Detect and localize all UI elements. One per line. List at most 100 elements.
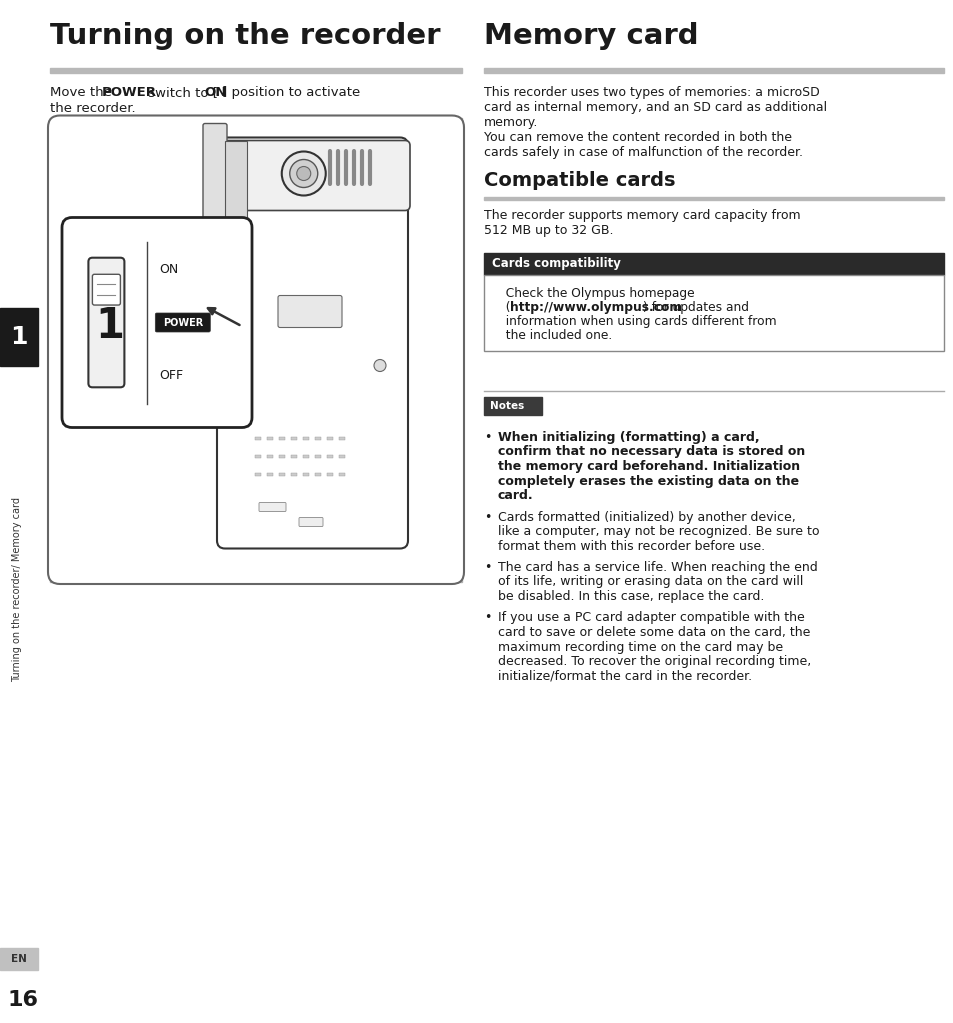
Text: be disabled. In this case, replace the card.: be disabled. In this case, replace the c… [497, 590, 763, 603]
Text: POWER: POWER [102, 86, 157, 99]
Bar [483, 275, 943, 351]
Text: the memory card beforehand. Initialization: the memory card beforehand. Initializati… [497, 460, 800, 473]
Bar [254, 437, 261, 440]
Text: maximum recording time on the card may be: maximum recording time on the card may b… [497, 640, 782, 654]
Text: POWER: POWER [163, 317, 203, 327]
Bar [267, 437, 273, 440]
FancyBboxPatch shape [258, 502, 286, 512]
Text: OFF: OFF [158, 369, 183, 383]
Text: If you use a PC card adapter compatible with the: If you use a PC card adapter compatible … [497, 612, 804, 624]
Text: card to save or delete some data on the card, the: card to save or delete some data on the … [497, 626, 809, 639]
FancyBboxPatch shape [89, 258, 124, 388]
Text: of its life, writing or erasing data on the card will: of its life, writing or erasing data on … [497, 576, 802, 588]
Bar [303, 473, 309, 476]
FancyBboxPatch shape [298, 518, 323, 527]
Text: like a computer, may not be recognized. Be sure to: like a computer, may not be recognized. … [497, 525, 819, 538]
FancyBboxPatch shape [203, 124, 227, 248]
Bar [483, 197, 943, 201]
Bar [0, 948, 38, 970]
Circle shape [290, 160, 317, 187]
Text: EN: EN [11, 954, 27, 964]
FancyBboxPatch shape [155, 313, 210, 332]
Text: ON: ON [158, 263, 178, 276]
Text: memory.: memory. [483, 116, 537, 129]
Text: Turning on the recorder: Turning on the recorder [50, 23, 440, 50]
Circle shape [281, 151, 325, 195]
Text: Memory card: Memory card [483, 23, 698, 50]
Text: Turning on the recorder/ Memory card: Turning on the recorder/ Memory card [12, 497, 22, 682]
Text: information when using cards different from: information when using cards different f… [497, 315, 776, 328]
Bar [254, 473, 261, 476]
Bar [267, 454, 273, 457]
Text: ) for updates and: ) for updates and [642, 301, 748, 314]
Bar [483, 253, 943, 275]
Text: decreased. To recover the original recording time,: decreased. To recover the original recor… [497, 655, 810, 668]
Bar [0, 308, 38, 366]
Bar [278, 437, 285, 440]
Text: the included one.: the included one. [497, 329, 612, 342]
Text: card as internal memory, and an SD card as additional: card as internal memory, and an SD card … [483, 101, 826, 114]
Text: 1: 1 [10, 325, 28, 349]
Bar [338, 437, 345, 440]
Bar [327, 437, 333, 440]
Text: •: • [483, 431, 491, 444]
Text: (: ( [497, 301, 510, 314]
Text: This recorder uses two types of memories: a microSD: This recorder uses two types of memories… [483, 86, 819, 99]
Text: ] position to activate: ] position to activate [222, 86, 360, 99]
FancyBboxPatch shape [216, 137, 408, 548]
Text: 16: 16 [8, 990, 39, 1010]
Text: ON: ON [204, 86, 226, 99]
FancyBboxPatch shape [62, 218, 252, 428]
Bar [338, 454, 345, 457]
Text: Check the Olympus homepage: Check the Olympus homepage [497, 287, 694, 300]
Text: the recorder.: the recorder. [50, 101, 135, 115]
Text: Cards compatibility: Cards compatibility [492, 258, 620, 270]
Bar [50, 68, 461, 73]
Bar [314, 473, 320, 476]
Text: switch to [: switch to [ [144, 86, 218, 99]
Circle shape [296, 167, 311, 180]
Text: Compatible cards: Compatible cards [483, 171, 675, 190]
Text: card.: card. [497, 489, 533, 502]
Bar [303, 454, 309, 457]
Text: http://www.olympus.com: http://www.olympus.com [510, 301, 681, 314]
Text: The recorder supports memory card capacity from: The recorder supports memory card capaci… [483, 209, 800, 222]
FancyBboxPatch shape [229, 297, 245, 311]
Bar [291, 454, 296, 457]
Bar [338, 473, 345, 476]
Bar [291, 437, 296, 440]
Bar [327, 473, 333, 476]
Text: •: • [483, 510, 491, 524]
Text: cards safely in case of malfunction of the recorder.: cards safely in case of malfunction of t… [483, 146, 802, 159]
Text: format them with this recorder before use.: format them with this recorder before us… [497, 539, 764, 552]
Circle shape [374, 359, 386, 371]
FancyBboxPatch shape [229, 274, 245, 293]
Text: When initializing (formatting) a card,: When initializing (formatting) a card, [497, 431, 759, 444]
Text: You can remove the content recorded in both the: You can remove the content recorded in b… [483, 131, 791, 144]
FancyBboxPatch shape [277, 296, 341, 327]
FancyBboxPatch shape [48, 116, 463, 584]
Text: confirm that no necessary data is stored on: confirm that no necessary data is stored… [497, 445, 804, 458]
Bar [483, 68, 943, 73]
Text: initialize/format the card in the recorder.: initialize/format the card in the record… [497, 669, 751, 682]
Text: 1: 1 [94, 305, 124, 347]
Text: completely erases the existing data on the: completely erases the existing data on t… [497, 475, 799, 488]
Text: •: • [483, 612, 491, 624]
Text: The card has a service life. When reaching the end: The card has a service life. When reachi… [497, 561, 817, 574]
Text: Notes: Notes [490, 401, 524, 411]
FancyBboxPatch shape [214, 140, 410, 211]
Bar [327, 454, 333, 457]
Bar [254, 454, 261, 457]
Bar [267, 473, 273, 476]
Bar [483, 397, 541, 415]
Bar [278, 454, 285, 457]
Bar [278, 473, 285, 476]
Text: Move the: Move the [50, 86, 116, 99]
Text: Cards formatted (initialized) by another device,: Cards formatted (initialized) by another… [497, 510, 795, 524]
Bar [314, 437, 320, 440]
Bar [314, 454, 320, 457]
Bar [225, 140, 247, 221]
Text: •: • [483, 561, 491, 574]
Bar [303, 437, 309, 440]
FancyBboxPatch shape [92, 274, 120, 305]
